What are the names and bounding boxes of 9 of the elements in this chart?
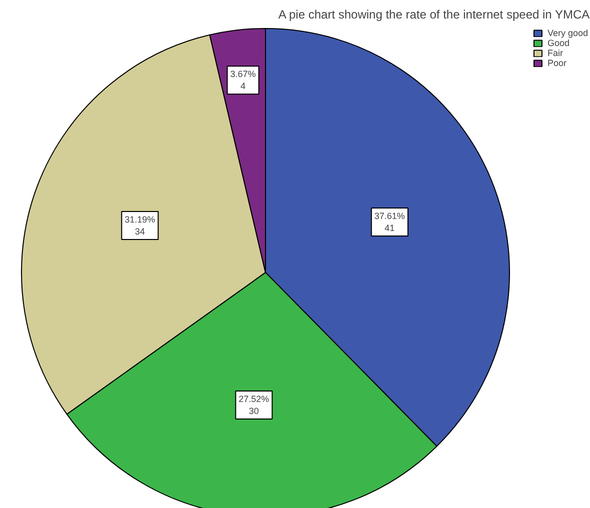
- legend-label: Good: [547, 38, 570, 48]
- data-label: 37.61% 41: [374, 210, 405, 233]
- legend-label: Very good: [547, 28, 588, 38]
- chart-title: A pie chart showing the rate of the internet speed in YMCA: [278, 8, 590, 22]
- data-label: 27.52% 30: [238, 394, 270, 416]
- legend-label: Fair: [547, 48, 564, 58]
- data-label: 3.67% 4: [230, 69, 256, 92]
- legend-label: Poor: [547, 58, 568, 68]
- data-label: 31.19% 34: [124, 214, 156, 237]
